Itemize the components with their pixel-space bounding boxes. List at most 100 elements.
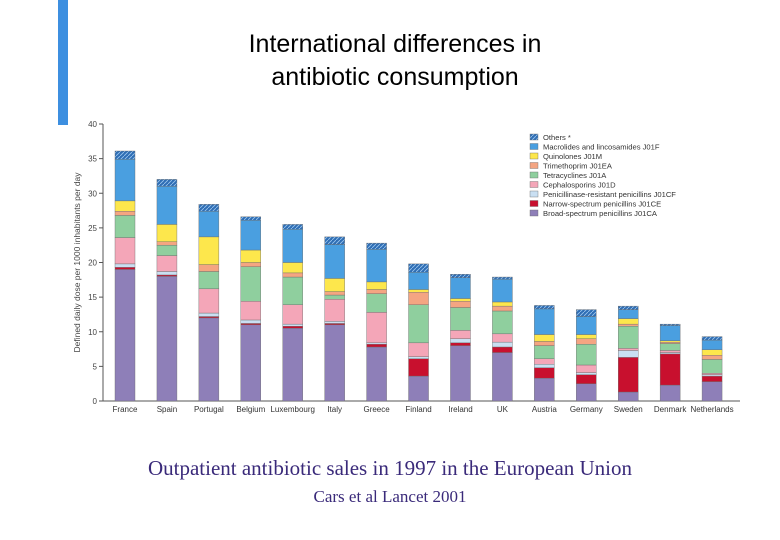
bar-segment (366, 312, 387, 344)
legend-swatch (529, 143, 539, 150)
slide-title: International differences in antibiotic … (248, 30, 542, 91)
bar-segment (366, 289, 387, 294)
bar-segment (198, 236, 220, 265)
bar-segment (618, 305, 639, 310)
bar-segment (156, 241, 178, 246)
legend-label: Cephalosporins J01D (543, 181, 616, 190)
bar-segment (576, 372, 597, 375)
bar-segment (324, 244, 345, 279)
legend-label: Macrolides and lincosamides J01F (543, 143, 660, 152)
y-tick-label: 20 (88, 259, 97, 268)
bar-segment (366, 242, 387, 250)
bar-segment (240, 324, 262, 402)
bar-segment (114, 263, 136, 268)
bar-segment (450, 338, 471, 344)
bar-segment (156, 224, 178, 242)
bar-segment (114, 215, 136, 238)
bar-segment (408, 356, 429, 359)
bar-segment (492, 346, 513, 353)
x-tick-label: Denmark (654, 405, 687, 414)
bar-segment (114, 269, 136, 402)
bar-segment (450, 307, 471, 331)
bar-segment (576, 338, 597, 345)
bar-segment (282, 229, 303, 263)
bar-segment (576, 334, 597, 339)
bar-segment (366, 281, 387, 290)
bar-segment (240, 216, 262, 221)
bar-segment (408, 358, 429, 377)
plot-area: 0 5 10 15 20 25 30 35 40 Defined daily dose per 1… (72, 120, 740, 414)
bar-segment (114, 237, 136, 265)
bar-segment (450, 301, 471, 308)
chart-caption: Outpatient antibiotic sales in 1997 in t… (147, 456, 633, 480)
bar-segment (198, 204, 220, 212)
x-tick-label: Sweden (614, 405, 643, 414)
bar-segment (114, 150, 136, 160)
bar-segment (450, 345, 471, 402)
bar-segment (450, 342, 471, 346)
bar-segment (534, 341, 555, 346)
bar-segment (450, 298, 471, 302)
x-tick-label: Portugal (194, 405, 224, 414)
bar-segment (659, 323, 681, 326)
accent-bar (58, 0, 68, 125)
bar-segment (324, 299, 345, 322)
bar-segment (198, 288, 220, 314)
legend-label: Quinolones J01M (543, 152, 602, 161)
bar-segment (534, 358, 555, 365)
bar-segment (240, 266, 262, 302)
bar-segment (366, 342, 387, 345)
bar-segment (408, 271, 429, 290)
bar-segment (324, 324, 345, 402)
bar-segment (156, 274, 178, 277)
bar-segment (366, 293, 387, 313)
bar-segment (701, 374, 723, 377)
bar-segment (659, 340, 681, 343)
legend-label: Tetracyclines J01A (543, 171, 607, 180)
bar-segment (324, 236, 345, 245)
bar-segment (408, 292, 429, 305)
y-axis-label: Defined daily dose per 1000 inhabitants … (72, 172, 82, 353)
bar-segment (534, 367, 555, 379)
legend-label: Narrow-spectrum penicillins J01CE (543, 200, 661, 209)
legend-swatch (529, 190, 539, 198)
bar-segment (240, 323, 262, 326)
x-tick-label: Germany (570, 405, 603, 414)
bar-segment (156, 276, 178, 402)
bar-segment (408, 304, 429, 344)
bar-segment (659, 352, 681, 355)
bar-segment (114, 211, 136, 216)
bar-segment (198, 317, 220, 402)
bar-segment (701, 355, 723, 360)
bar-segment (450, 330, 471, 339)
bar-segment (492, 301, 513, 307)
bar-segment (659, 384, 681, 402)
x-tick-label: Italy (327, 405, 342, 414)
bar-segment (282, 323, 303, 327)
bar-segment (534, 364, 555, 368)
legend-swatch (529, 133, 539, 141)
bar-segment (618, 348, 639, 351)
bar-segment (701, 349, 723, 356)
bar-segment (282, 328, 303, 402)
bar-segment (701, 359, 723, 374)
legend-swatch (529, 200, 539, 207)
legend-swatch (529, 209, 539, 217)
bar-segment (492, 352, 513, 402)
legend-label: Broad-spectrum penicillins J01CA (543, 209, 658, 218)
bar-segment (534, 308, 555, 335)
y-tick-label: 0 (93, 397, 98, 406)
bar-segment (282, 304, 303, 325)
y-tick-label: 25 (88, 224, 97, 233)
bar-segment (659, 350, 681, 353)
x-tick-label: Luxembourg (270, 405, 314, 414)
bar-segment (701, 375, 723, 382)
bar-segment (282, 276, 303, 305)
y-tick-label: 35 (88, 155, 97, 164)
legend-label: Others * (543, 133, 571, 142)
bar-segment (701, 336, 723, 341)
legend-swatch (529, 162, 539, 169)
bar-segment (366, 344, 387, 348)
bar-segment (534, 305, 555, 310)
legend-swatch (529, 171, 539, 179)
